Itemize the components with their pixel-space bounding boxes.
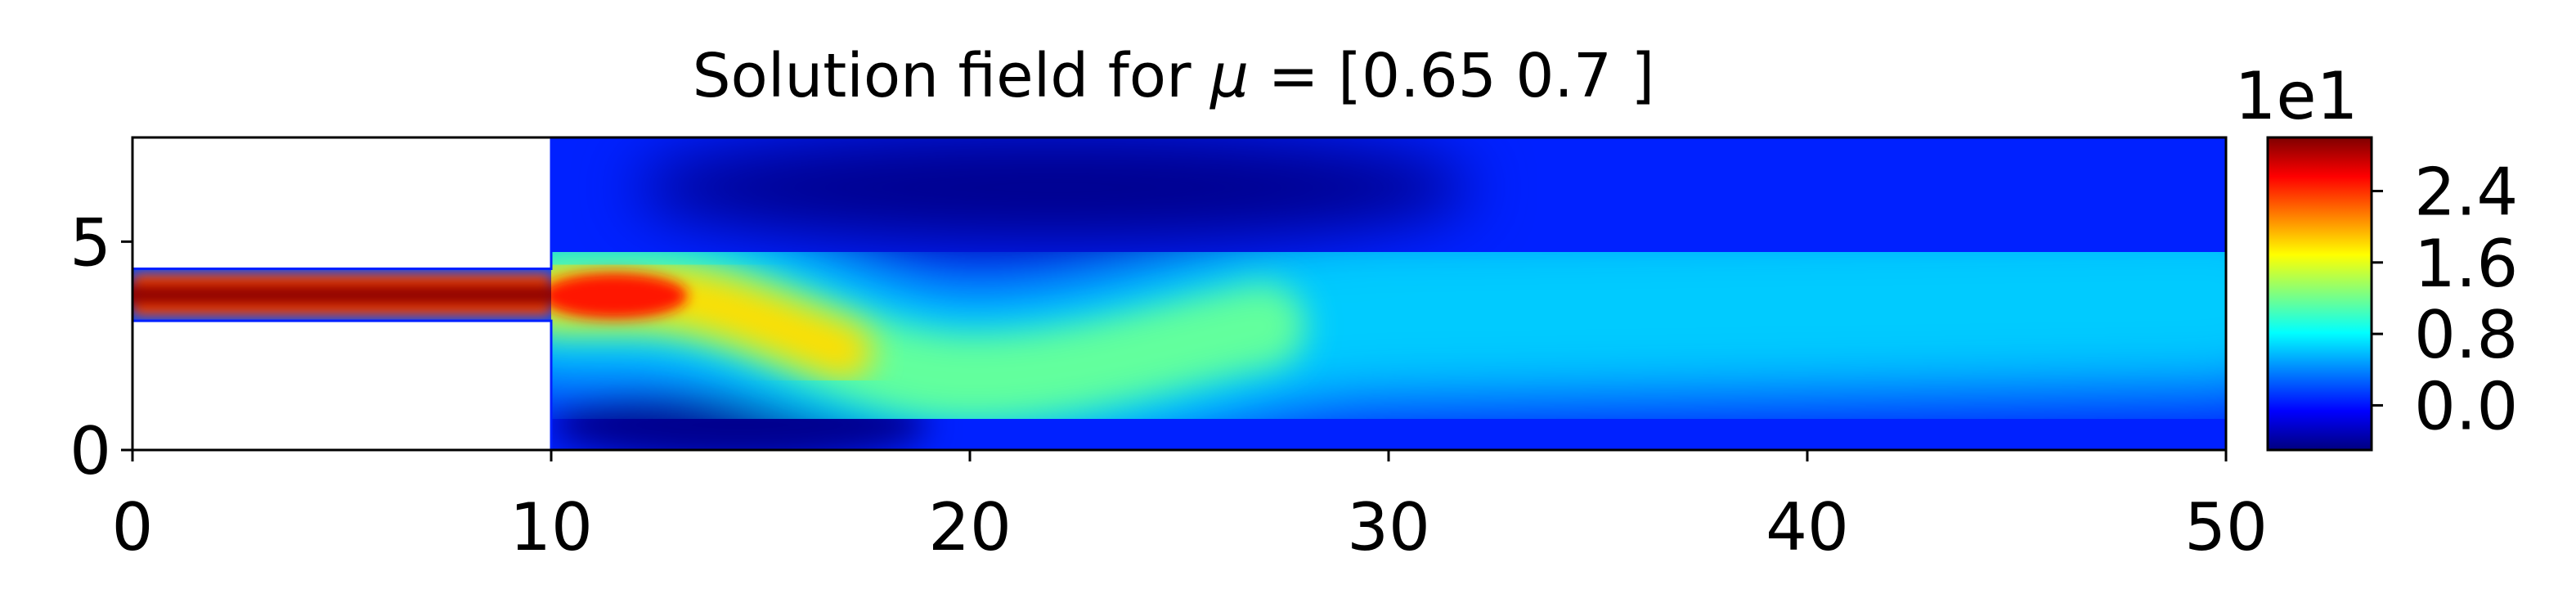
y-tick-label: 5 [70,205,111,281]
chart-title: Solution field for μ = [0.65 0.7 ] [693,41,1655,111]
x-tick-label: 0 [112,489,154,565]
colorbar-tick-label: 2.4 [2414,154,2518,230]
field-recirculation-top [635,137,1473,245]
x-tick-label: 40 [1766,489,1849,565]
plot-area: 0 10 20 30 40 50 05 [70,136,2268,565]
colorbar: 1e1 0.00.81.62.4 [2234,58,2518,452]
axes-frame [131,136,2228,452]
x-tick-label: 50 [2184,489,2268,565]
inlet-boundary [132,137,553,450]
x-tick-label: 20 [928,489,1012,565]
y-tick-label: 0 [70,413,111,489]
colorbar-ticks: 0.00.81.62.4 [2372,154,2518,444]
x-axis: 0 10 20 30 40 50 [112,450,2268,565]
y-axis: 05 [70,205,132,489]
colorbar-tick-label: 0.0 [2414,368,2518,444]
x-tick-label: 30 [1347,489,1430,565]
colorbar-multiplier: 1e1 [2234,58,2358,134]
field-inlet [132,268,551,322]
field-chamber [551,137,2226,450]
field-exit-peak [551,272,688,319]
colorbar-tick-label: 0.8 [2414,297,2518,373]
colorbar-tick-label: 1.6 [2414,226,2518,302]
inlet-profile-core [132,284,551,306]
colorbar-gradient [2266,136,2373,452]
x-tick-label: 10 [509,489,593,565]
